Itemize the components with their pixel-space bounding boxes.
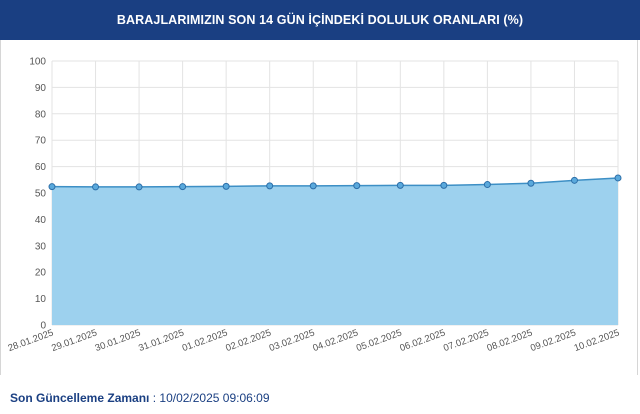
x-tick-label: 08.02.2025: [486, 327, 534, 354]
y-tick-label: 40: [35, 215, 47, 226]
series-line: [51, 177, 619, 188]
dam-occupancy-chart: 0 10 20 30 40 50 60 70 80 90 100 28.01.202529.01.20…: [7, 57, 622, 354]
data-point: [48, 183, 56, 191]
y-tick-label: 20: [35, 268, 47, 279]
x-tick-label: 03.02.2025: [268, 327, 316, 354]
x-tick-label: 30.01.2025: [94, 327, 142, 354]
y-tick-label: 70: [35, 136, 47, 147]
x-tick-label: 05.02.2025: [355, 327, 403, 354]
x-tick-label: 06.02.2025: [398, 327, 446, 354]
y-tick-label: 0: [40, 321, 46, 332]
y-tick-label: 100: [29, 57, 46, 68]
data-point: [353, 182, 361, 190]
data-point: [527, 179, 535, 187]
chart-frame: [0, 40, 638, 375]
data-point: [570, 176, 578, 184]
x-tick-label: 31.01.2025: [137, 327, 185, 354]
y-tick-label: 30: [35, 241, 47, 252]
series-area: [52, 177, 618, 325]
data-point: [396, 181, 404, 189]
data-point: [135, 183, 143, 191]
y-tick-label: 10: [35, 294, 47, 305]
last-update-label: Son Güncelleme Zamanı: [10, 391, 150, 405]
last-update-separator: :: [149, 391, 160, 405]
x-tick-label: 07.02.2025: [442, 327, 490, 354]
chart-title: BARAJLARIMIZIN SON 14 GÜN İÇİNDEKİ DOLUL…: [116, 13, 524, 27]
y-tick-label: 80: [35, 109, 47, 120]
x-tick-label: 29.01.2025: [50, 327, 98, 354]
data-point: [440, 181, 448, 189]
data-point: [614, 174, 622, 182]
chart-header: BARAJLARIMIZIN SON 14 GÜN İÇİNDEKİ DOLUL…: [0, 0, 640, 40]
data-point: [222, 182, 230, 190]
x-tick-label: 02.02.2025: [224, 327, 272, 354]
data-point: [309, 182, 317, 190]
x-tick-label: 28.01.2025: [7, 327, 55, 354]
x-tick-label: 01.02.2025: [181, 327, 229, 354]
last-update: Son Güncelleme Zamanı : 10/02/2025 09:06…: [10, 391, 270, 405]
y-tick-label: 50: [35, 189, 47, 200]
x-tick-label: 04.02.2025: [311, 327, 359, 354]
y-tick-label: 60: [35, 162, 47, 173]
data-point: [92, 183, 100, 191]
data-point: [266, 182, 274, 190]
x-tick-label: 09.02.2025: [529, 327, 577, 354]
y-tick-label: 90: [35, 83, 47, 94]
data-point: [179, 183, 187, 191]
data-point: [483, 181, 491, 189]
last-update-value: 10/02/2025 09:06:09: [159, 391, 270, 405]
x-tick-label: 10.02.2025: [573, 327, 621, 354]
